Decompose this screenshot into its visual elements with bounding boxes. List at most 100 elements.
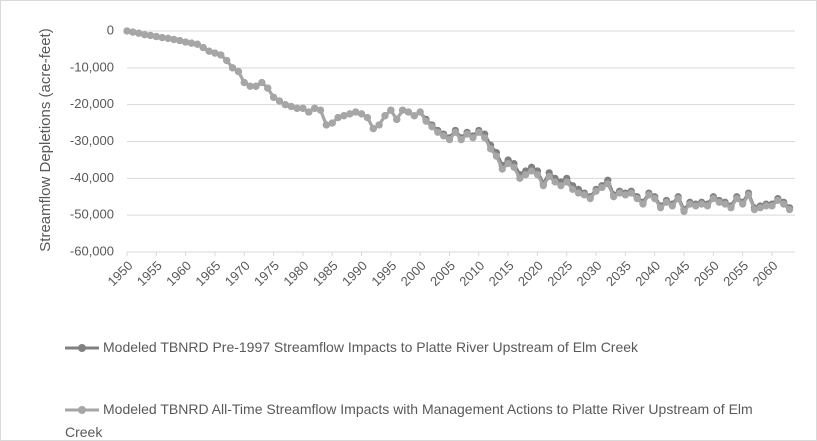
x-tick-label: 1960 <box>163 258 194 289</box>
data-point <box>610 193 618 201</box>
data-point <box>680 207 688 216</box>
data-point <box>193 40 201 48</box>
data-point <box>363 113 372 122</box>
data-point <box>662 198 671 206</box>
data-point <box>539 182 547 190</box>
x-tick-label: 1980 <box>280 258 311 289</box>
data-point <box>744 191 753 199</box>
data-point <box>492 152 501 160</box>
data-point <box>240 78 248 87</box>
data-point <box>234 67 243 76</box>
data-point <box>299 104 307 112</box>
data-point <box>727 204 735 212</box>
data-point <box>557 182 565 190</box>
data-point <box>698 200 706 208</box>
y-tick-label: -30,000 <box>70 133 114 148</box>
data-point <box>780 200 788 208</box>
data-point <box>580 191 588 199</box>
x-tick-label: 1985 <box>310 258 341 289</box>
data-point <box>410 112 418 120</box>
data-point <box>469 134 477 142</box>
x-tick-label: 2015 <box>486 258 517 289</box>
x-tick-label: 2035 <box>603 258 634 289</box>
data-point <box>322 121 330 129</box>
data-point <box>463 130 471 138</box>
data-point <box>457 136 465 144</box>
data-point <box>440 132 448 140</box>
x-tick-label: 1950 <box>104 258 135 289</box>
data-point <box>645 191 653 199</box>
data-point <box>627 189 635 197</box>
data-point <box>768 202 776 210</box>
x-tick-label: 1970 <box>222 258 253 289</box>
legend-label: Modeled TBNRD All-Time Streamflow Impact… <box>65 401 753 440</box>
data-point <box>275 97 284 105</box>
data-point <box>369 125 377 133</box>
data-point <box>703 202 712 210</box>
data-point <box>340 112 348 120</box>
data-point <box>686 200 694 208</box>
data-point <box>158 34 166 42</box>
data-point <box>434 128 442 136</box>
data-point <box>774 196 782 205</box>
data-point <box>785 206 794 214</box>
data-point <box>721 200 729 208</box>
x-tick-label: 1965 <box>192 258 223 289</box>
data-point <box>709 194 717 203</box>
data-point <box>598 183 606 192</box>
data-point <box>258 78 266 87</box>
legend-marker <box>78 406 86 415</box>
data-point <box>633 194 641 203</box>
y-axis-title: Streamflow Depletions (acre-feet) <box>37 28 54 251</box>
data-point <box>428 123 436 131</box>
x-tick-label: 2000 <box>398 258 429 289</box>
data-point <box>217 51 225 59</box>
data-point <box>252 82 260 90</box>
data-point <box>398 106 407 114</box>
data-point <box>334 113 342 122</box>
data-point <box>316 106 325 114</box>
data-point <box>615 189 624 197</box>
data-point <box>287 102 295 111</box>
data-point <box>381 112 389 120</box>
data-point <box>674 194 682 203</box>
data-point <box>246 82 254 90</box>
x-tick-label: 2050 <box>691 258 722 289</box>
data-point <box>223 56 231 65</box>
data-point <box>569 185 577 193</box>
x-tick-label: 1975 <box>251 258 282 289</box>
data-point <box>445 136 454 144</box>
data-point <box>563 178 571 186</box>
x-tick-label: 2040 <box>632 258 663 289</box>
data-point <box>750 206 759 214</box>
data-point <box>129 28 137 36</box>
data-point <box>668 202 676 210</box>
data-point <box>135 29 143 37</box>
data-point <box>387 106 395 114</box>
data-point <box>586 194 594 203</box>
data-point <box>146 31 155 40</box>
legend-label: Modeled TBNRD Pre-1997 Streamflow Impact… <box>103 339 639 355</box>
data-point <box>656 204 665 212</box>
data-point <box>486 145 495 153</box>
data-point <box>182 38 190 46</box>
data-point <box>621 191 630 199</box>
y-tick-label: -10,000 <box>70 59 114 74</box>
legend-marker <box>78 344 86 353</box>
data-point <box>639 200 647 208</box>
x-tick-label: 2045 <box>662 258 693 289</box>
data-point <box>123 27 131 35</box>
data-point <box>404 108 413 116</box>
data-point <box>451 128 459 136</box>
data-point <box>346 110 354 118</box>
x-tick-label: 1955 <box>134 258 165 289</box>
data-point <box>264 84 272 92</box>
data-point <box>692 202 700 210</box>
data-point <box>551 178 559 186</box>
data-point <box>269 93 278 101</box>
data-point <box>522 171 530 179</box>
data-point <box>422 117 430 125</box>
data-point <box>475 128 483 136</box>
data-point <box>516 174 524 182</box>
